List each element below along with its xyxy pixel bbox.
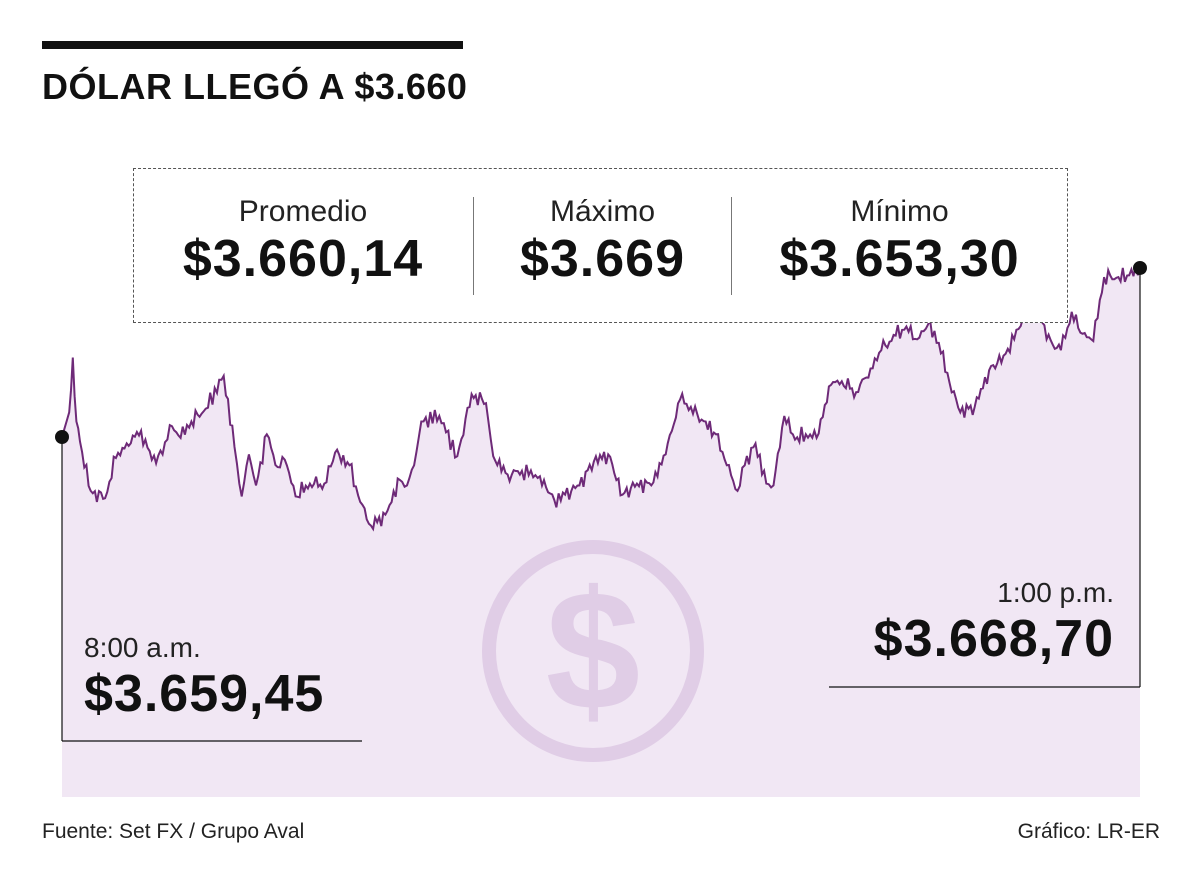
close-value: $3.668,70	[873, 610, 1114, 668]
stats-divider	[473, 197, 474, 295]
average-stat: Promedio $3.660,14	[134, 169, 472, 322]
chart-title: DÓLAR LLEGÓ A $3.660	[42, 66, 468, 107]
area-fill	[62, 264, 1140, 797]
start-point	[55, 430, 69, 444]
max-label: Máximo	[549, 195, 655, 228]
min-label: Mínimo	[850, 195, 949, 228]
min-value: $3.653,30	[779, 230, 1020, 288]
top-rule	[42, 41, 463, 49]
credit-note: Gráfico: LR-ER	[1017, 820, 1160, 843]
end-point	[1133, 261, 1147, 275]
max-stat: Máximo $3.669	[474, 169, 731, 322]
open-value: $3.659,45	[84, 665, 325, 723]
svg-text:$: $	[546, 556, 641, 746]
average-label: Promedio	[238, 195, 368, 228]
stats-divider	[731, 197, 732, 295]
stats-box: Promedio $3.660,14 Máximo $3.669 Mínimo …	[133, 168, 1068, 323]
close-time: 1:00 p.m.	[997, 577, 1114, 608]
price-line	[61, 264, 1141, 532]
close-callout: 1:00 p.m. $3.668,70	[874, 577, 1114, 669]
min-stat: Mínimo $3.653,30	[732, 169, 1067, 322]
source-note: Fuente: Set FX / Grupo Aval	[42, 820, 305, 843]
dollar-coin-icon: $	[482, 540, 704, 762]
max-value: $3.669	[519, 230, 686, 288]
open-time: 8:00 a.m.	[84, 632, 201, 663]
average-value: $3.660,14	[182, 230, 424, 288]
open-callout: 8:00 a.m. $3.659,45	[84, 632, 324, 724]
